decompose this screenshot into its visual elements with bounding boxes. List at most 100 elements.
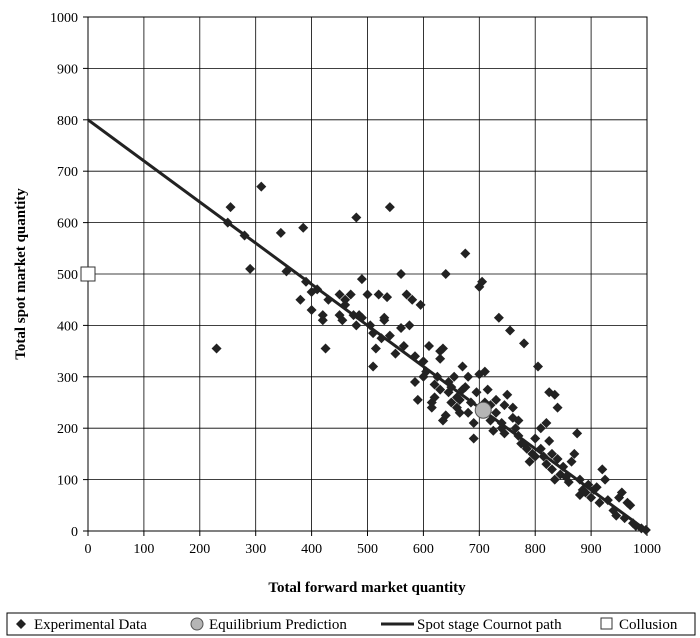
x-tick-label: 1000 bbox=[633, 542, 661, 557]
legend-item-experimental: Experimental Data bbox=[16, 617, 147, 633]
data-point bbox=[640, 524, 651, 535]
data-point bbox=[530, 451, 541, 462]
y-tick-label: 900 bbox=[57, 62, 78, 77]
data-point bbox=[449, 371, 460, 382]
data-point bbox=[368, 328, 379, 339]
square-icon bbox=[600, 617, 613, 630]
data-point bbox=[460, 382, 471, 393]
data-point bbox=[356, 274, 367, 285]
data-point bbox=[583, 479, 594, 490]
data-point bbox=[365, 320, 376, 331]
data-point bbox=[415, 299, 426, 310]
x-tick-label: 400 bbox=[301, 542, 322, 557]
data-point bbox=[390, 348, 401, 359]
data-point bbox=[398, 340, 409, 351]
data-point bbox=[396, 322, 407, 333]
x-tick-label: 100 bbox=[133, 542, 154, 557]
data-point bbox=[340, 299, 351, 310]
data-point bbox=[225, 202, 236, 213]
x-axis-tick-labels: 0 100 200 300 400 500 600 700 800 900 1000 bbox=[85, 542, 662, 557]
data-point bbox=[211, 343, 222, 354]
data-point bbox=[432, 371, 443, 382]
data-point bbox=[580, 487, 591, 498]
legend-label-collusion: Collusion bbox=[619, 617, 678, 633]
experimental-data-points bbox=[211, 181, 651, 535]
data-point bbox=[505, 325, 516, 336]
y-tick-label: 800 bbox=[57, 114, 78, 129]
data-point bbox=[301, 276, 312, 287]
data-point bbox=[337, 315, 348, 326]
data-point bbox=[446, 382, 457, 393]
y-tick-label: 100 bbox=[57, 474, 78, 489]
circle-icon bbox=[190, 617, 204, 631]
data-point bbox=[421, 366, 432, 377]
data-point bbox=[619, 513, 630, 524]
x-tick-label: 600 bbox=[413, 542, 434, 557]
data-point bbox=[382, 292, 393, 303]
legend-label-cournot: Spot stage Cournot path bbox=[417, 617, 562, 633]
data-point bbox=[245, 263, 256, 274]
data-point bbox=[410, 351, 421, 362]
data-point bbox=[541, 459, 552, 470]
data-point bbox=[396, 269, 407, 279]
data-point bbox=[356, 312, 367, 323]
collusion-marker bbox=[80, 266, 96, 282]
data-point bbox=[457, 361, 468, 372]
data-point bbox=[546, 448, 557, 459]
data-point bbox=[222, 217, 233, 228]
data-point bbox=[507, 402, 518, 413]
data-point bbox=[572, 428, 583, 439]
data-point bbox=[440, 269, 451, 279]
x-tick-label: 200 bbox=[189, 542, 210, 557]
data-point bbox=[407, 294, 418, 305]
data-point bbox=[256, 181, 267, 192]
legend-label-equilibrium: Equilibrium Prediction bbox=[209, 617, 347, 633]
data-point bbox=[479, 366, 490, 377]
data-point bbox=[437, 343, 448, 354]
data-point bbox=[468, 418, 479, 429]
data-point bbox=[379, 312, 390, 323]
y-tick-label: 1000 bbox=[50, 11, 78, 26]
legend-item-equilibrium: Equilibrium Prediction bbox=[190, 617, 347, 633]
data-point bbox=[591, 482, 602, 493]
data-point bbox=[446, 397, 457, 408]
data-point bbox=[281, 266, 292, 277]
data-point bbox=[538, 451, 549, 462]
data-point bbox=[376, 333, 387, 344]
data-point bbox=[465, 397, 476, 408]
data-point bbox=[491, 394, 502, 405]
data-point bbox=[558, 461, 569, 472]
data-point bbox=[493, 312, 504, 323]
y-axis-title: Total spot market quantity bbox=[13, 188, 29, 360]
data-point bbox=[426, 402, 437, 413]
data-point bbox=[317, 310, 328, 321]
equilibrium-prediction-marker bbox=[474, 401, 492, 419]
x-tick-label: 900 bbox=[581, 542, 602, 557]
data-point bbox=[513, 430, 524, 441]
data-point bbox=[384, 330, 395, 341]
y-tick-label: 600 bbox=[57, 217, 78, 232]
data-point bbox=[320, 343, 331, 354]
data-point bbox=[460, 248, 471, 259]
data-point bbox=[295, 294, 306, 305]
legend-item-cournot: Spot stage Cournot path bbox=[381, 617, 562, 633]
data-point bbox=[384, 202, 395, 213]
data-point bbox=[312, 284, 323, 295]
data-point bbox=[340, 294, 351, 305]
data-point bbox=[468, 433, 479, 444]
data-point bbox=[594, 497, 605, 508]
data-point bbox=[306, 304, 317, 315]
data-point bbox=[600, 474, 611, 485]
data-point bbox=[597, 464, 608, 475]
x-tick-label: 0 bbox=[85, 542, 92, 557]
data-point bbox=[496, 418, 507, 429]
data-point bbox=[521, 443, 532, 454]
data-point bbox=[502, 389, 513, 400]
data-point bbox=[454, 394, 465, 405]
legend-label-experimental: Experimental Data bbox=[34, 617, 147, 633]
diamond-icon bbox=[16, 619, 26, 629]
data-point bbox=[532, 361, 543, 372]
data-point bbox=[549, 389, 560, 400]
